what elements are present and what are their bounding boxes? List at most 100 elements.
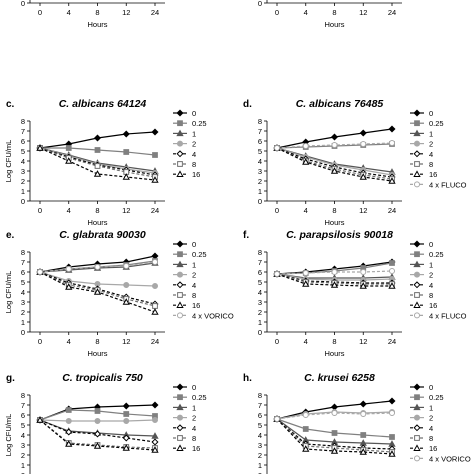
chart-title: C. parapsilosis 90018 — [286, 229, 393, 241]
data-point — [93, 288, 102, 295]
y-tick-label: 7 — [21, 401, 25, 410]
data-point — [331, 430, 338, 436]
data-point — [151, 128, 159, 136]
data-point — [123, 411, 130, 417]
data-point — [302, 158, 310, 165]
y-tick-label: 5 — [258, 421, 262, 430]
legend-label: 4 x VORICO — [192, 311, 234, 320]
data-point — [359, 282, 367, 289]
legend-marker — [414, 120, 420, 127]
y-tick-label: 4 — [21, 431, 25, 440]
legend-label: 0.25 — [429, 250, 444, 259]
y-tick-label: 4 — [258, 431, 262, 440]
legend-label: 4 — [192, 281, 196, 290]
legend-marker — [413, 312, 421, 319]
data-point — [330, 403, 339, 411]
chart-title: C. glabrata 90030 — [59, 229, 146, 241]
data-point — [65, 145, 72, 151]
legend-marker — [176, 301, 184, 308]
y-axis-label: Log CFU/mL — [4, 271, 13, 314]
y-tick-label: 3 — [21, 441, 25, 450]
x-axis-label: Hours — [87, 349, 107, 358]
data-point — [360, 410, 367, 418]
data-point — [123, 281, 130, 289]
chart-title: C. albicans 64124 — [59, 98, 147, 110]
x-tick-label: 24 — [151, 206, 159, 215]
legend-marker — [176, 240, 184, 248]
x-tick-label: 4 — [67, 337, 71, 346]
legend-label: 1 — [192, 260, 196, 269]
data-point — [65, 417, 72, 425]
y-tick-label: 2 — [21, 308, 25, 317]
data-point — [65, 440, 73, 447]
y-tick-label: 7 — [21, 258, 25, 267]
x-tick-label: 24 — [388, 337, 396, 346]
y-tick-label: 3 — [258, 441, 262, 450]
x-tick-label: 0 — [275, 206, 279, 215]
x-tick-label: 12 — [122, 206, 130, 215]
data-point — [151, 446, 159, 453]
x-tick-label: 24 — [388, 206, 396, 215]
data-point — [388, 440, 396, 447]
data-point — [388, 397, 396, 405]
panel-letter: d. — [243, 99, 252, 110]
legend-label: 2 — [429, 271, 433, 280]
x-tick-label: 0 — [38, 206, 42, 215]
data-point — [302, 269, 309, 277]
legend-label: 4 — [192, 424, 196, 433]
legend-marker — [176, 312, 184, 319]
data-point — [359, 173, 367, 180]
y-tick-label: 4 — [258, 288, 262, 297]
x-tick-label: 4 — [67, 206, 71, 215]
legend-label: 1 — [192, 403, 196, 412]
data-point — [65, 407, 72, 413]
panel-letter: g. — [6, 373, 15, 384]
panel-h: h.C. krusei 6258012345678048122400.25124… — [243, 372, 471, 474]
data-point — [151, 432, 159, 439]
data-point — [93, 170, 102, 177]
data-point — [65, 428, 73, 436]
data-point — [122, 298, 130, 305]
y-tick-label: 6 — [21, 268, 25, 277]
data-point — [122, 173, 130, 180]
legend-label: 0 — [192, 383, 196, 392]
data-point — [330, 167, 339, 174]
data-point — [94, 408, 101, 414]
x-tick-label: 12 — [122, 8, 130, 17]
x-tick-label: 12 — [359, 206, 367, 215]
legend-label: 1 — [429, 129, 433, 138]
y-tick-label: 8 — [258, 248, 262, 257]
legend-marker — [413, 271, 421, 278]
x-tick-label: 8 — [332, 337, 336, 346]
data-point — [330, 447, 339, 454]
x-tick-label: 4 — [304, 337, 308, 346]
panel-letter: c. — [6, 99, 15, 110]
legend-marker — [413, 109, 421, 117]
data-point — [360, 432, 367, 438]
legend-marker — [413, 260, 421, 268]
y-tick-label: 1 — [258, 318, 262, 327]
data-point — [388, 139, 396, 147]
data-point — [122, 444, 130, 451]
x-tick-label: 12 — [359, 8, 367, 17]
data-point — [302, 411, 309, 419]
series-line-16 — [39, 147, 156, 181]
legend-marker — [414, 394, 420, 401]
legend-label: 2 — [192, 140, 196, 149]
legend-marker — [413, 414, 421, 421]
data-point — [36, 268, 44, 276]
chart-title: C. tropicalis 750 — [62, 372, 143, 384]
y-tick-label: 1 — [21, 187, 25, 196]
data-point — [331, 409, 338, 417]
data-point — [123, 262, 130, 270]
legend-marker — [176, 260, 184, 268]
data-point — [330, 133, 339, 141]
y-tick-label: 4 — [21, 288, 25, 297]
data-point — [93, 134, 102, 142]
x-axis-label: Hours — [324, 349, 344, 358]
legend-marker — [176, 129, 184, 137]
legend-label: 2 — [192, 271, 196, 280]
data-point — [65, 157, 73, 164]
